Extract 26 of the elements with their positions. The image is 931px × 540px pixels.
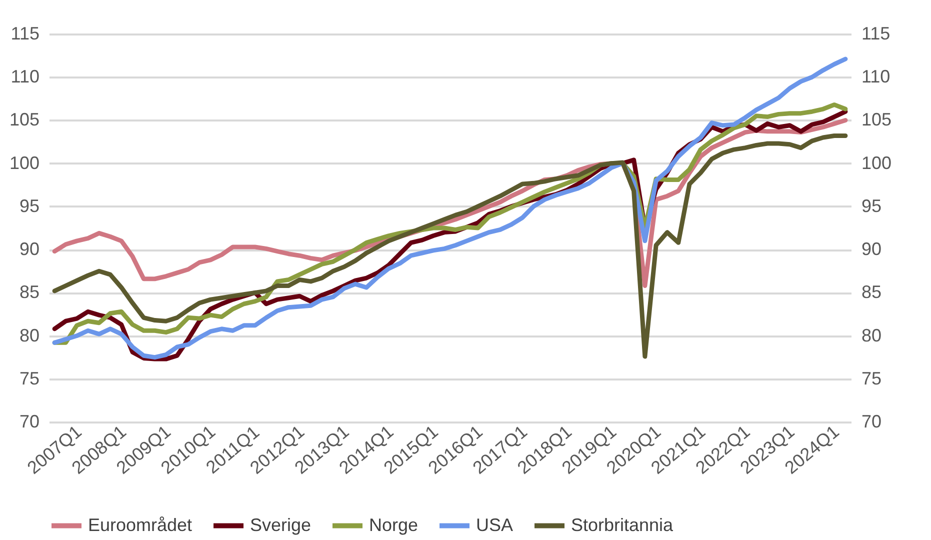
legend-label: Euroområdet [88, 514, 192, 535]
legend-label: Norge [369, 514, 418, 535]
y-tick-label: 115 [10, 24, 40, 44]
y2-tick-label: 85 [862, 282, 882, 302]
y-tick-label: 95 [19, 196, 40, 216]
legend-label: Storbritannia [571, 514, 674, 535]
y-tick-label: 70 [19, 412, 40, 432]
y2-tick-label: 75 [862, 368, 882, 388]
y2-tick-label: 90 [862, 239, 882, 260]
y-tick-label: 75 [19, 368, 40, 388]
y-tick-label: 90 [19, 239, 40, 260]
y2-tick-label: 110 [862, 66, 890, 87]
y-tick-label: 110 [10, 66, 40, 87]
y2-tick-label: 105 [862, 110, 892, 130]
y-tick-label: 105 [9, 110, 40, 130]
y2-tick-label: 115 [862, 24, 890, 44]
y2-tick-label: 100 [862, 152, 892, 173]
y-tick-label: 100 [9, 152, 40, 173]
y-tick-label: 80 [19, 325, 40, 346]
legend-label: USA [476, 514, 514, 535]
y2-tick-label: 80 [862, 325, 882, 346]
y2-tick-label: 95 [862, 196, 882, 216]
y-tick-label: 85 [19, 282, 40, 302]
line-series [52, 56, 848, 360]
y2-tick-label: 70 [862, 412, 882, 432]
legend-label: Sverige [250, 514, 312, 535]
